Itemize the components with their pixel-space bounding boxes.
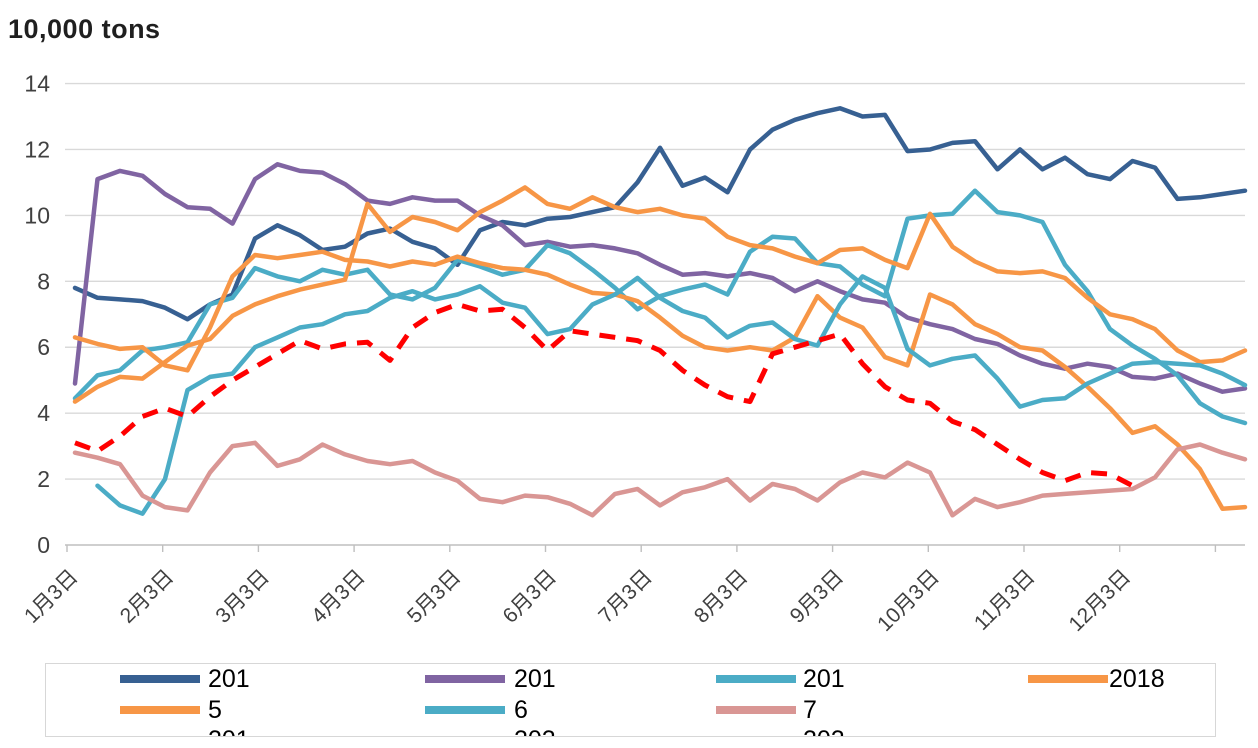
legend-swatch-2016 [425,675,505,683]
legend-swatch-2020 [425,706,505,714]
y-axis-label-12: 12 [24,136,50,162]
x-axis-label-12: 12月3日 [1064,565,1135,636]
legend-label-2019: 5 [208,696,222,724]
series-line-2020 [95,274,1248,516]
series-line-2015 [72,106,1248,322]
y-axis-label-10: 10 [24,202,50,228]
legend-label-2-1: 202 [514,728,556,737]
x-axis-label-5: 5月3日 [403,565,465,627]
legend-label-2017: 201 [803,665,845,693]
legend-label-2021: 7 [803,696,817,724]
legend-label-2022: 201 [208,728,250,737]
x-axis-label-6: 6月3日 [499,565,561,627]
legend-swatch-2021 [716,706,796,714]
y-axis-label-8: 8 [37,268,50,294]
series-line-2018 [72,185,1248,404]
x-axis-label-3: 3月3日 [211,565,273,627]
x-axis-label-1: 1月3日 [20,565,82,627]
x-axis-label-7: 7月3日 [594,565,656,627]
legend-label-2015: 201 [208,665,250,693]
chart-legend: 201 201 201 2018 5 6 7 201 202 202 [45,663,1216,737]
y-axis-label-4: 4 [37,400,50,426]
legend-swatch-2018 [1028,675,1108,683]
x-axis-label-8: 8月3日 [690,565,752,627]
line-chart: 0 2 4 6 8 10 12 14 1月3日 2月3日 3月3日 4月3日 5月3日 6月3日 7月3日 8… [20,71,1248,636]
x-axis-label-9: 9月3日 [786,565,848,627]
y-axis-label-14: 14 [24,71,50,97]
y-axis-label-6: 6 [37,334,50,360]
chart-title: 10,000 tons [8,14,161,44]
x-axis-label-11: 11月3日 [970,565,1040,635]
legend-swatch-2017 [716,675,796,683]
series-line-2019 [72,249,1248,511]
series-line-2016 [72,162,1248,394]
series-line-2021 [72,440,1248,518]
legend-swatch-2015 [120,675,200,683]
y-axis-label-2: 2 [37,466,50,492]
x-axis-label-4: 4月3日 [307,565,369,627]
legend-label-2018: 2018 [1109,665,1165,693]
x-axis-label-10: 10月3日 [873,565,944,636]
legend-label-2016: 201 [514,665,556,693]
legend-label-2020: 6 [514,696,528,724]
legend-swatch-2019 [120,706,200,714]
legend-label-2-2: 202 [803,728,845,737]
x-axis-label-2: 2月3日 [116,565,178,627]
y-axis-label-0: 0 [37,532,50,558]
series-line-2022 [74,301,1134,488]
